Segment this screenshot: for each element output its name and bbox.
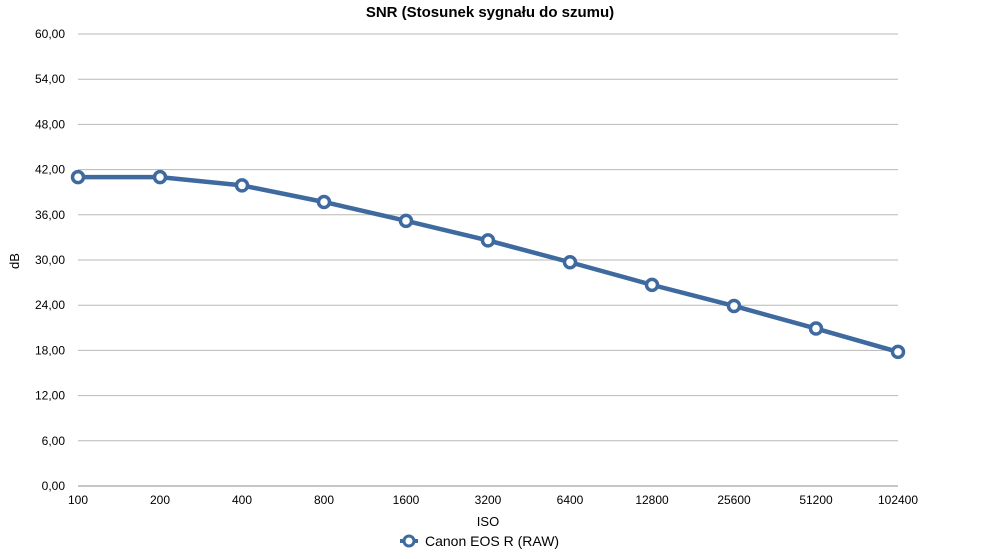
data-point	[808, 321, 824, 336]
data-point	[234, 178, 250, 193]
series-lines	[70, 169, 906, 360]
x-tick-label: 100	[68, 493, 88, 507]
y-tick-label: 12,00	[35, 389, 65, 403]
y-tick-label: 30,00	[35, 253, 65, 267]
data-point	[480, 233, 496, 248]
series-line	[75, 174, 901, 355]
y-tick-label: 24,00	[35, 298, 65, 312]
x-tick-label: 1600	[393, 493, 420, 507]
x-tick-label: 12800	[635, 493, 669, 507]
y-tick-label: 0,00	[42, 479, 66, 493]
y-axis-ticks: 0,00 6,00 12,00 18,00 24,00 30,00 36,00 42,00 48…	[35, 27, 65, 493]
legend-label: Canon EOS R (RAW)	[425, 533, 559, 549]
x-tick-label: 51200	[799, 493, 833, 507]
data-point	[152, 169, 168, 185]
data-point	[644, 277, 660, 293]
x-tick-label: 200	[150, 493, 170, 507]
x-tick-label: 400	[232, 493, 252, 507]
x-tick-label: 6400	[557, 493, 584, 507]
y-tick-label: 60,00	[35, 27, 65, 41]
y-axis-label: dB	[7, 253, 22, 269]
x-tick-label: 102400	[878, 493, 918, 507]
data-point	[726, 298, 742, 314]
y-tick-label: 18,00	[35, 343, 65, 357]
data-point	[562, 255, 578, 270]
data-point	[70, 169, 86, 185]
x-axis-label: ISO	[477, 514, 499, 529]
legend-marker	[402, 534, 416, 548]
y-tick-label: 36,00	[35, 208, 65, 222]
y-tick-label: 48,00	[35, 117, 65, 131]
y-tick-label: 6,00	[42, 434, 66, 448]
chart-title: SNR (Stosunek sygnału do szumu)	[366, 4, 614, 21]
x-tick-label: 25600	[717, 493, 751, 507]
y-tick-label: 54,00	[35, 72, 65, 86]
data-point	[316, 194, 332, 210]
x-tick-label: 800	[314, 493, 334, 507]
legend: Canon EOS R (RAW)	[400, 533, 559, 549]
y-tick-label: 42,00	[35, 163, 65, 177]
x-axis-ticks: 100 200 400 800 1600 3200 6400 12800 25600 51200 1…	[68, 493, 918, 507]
data-point	[890, 344, 906, 360]
x-tick-label: 3200	[475, 493, 502, 507]
data-point	[398, 213, 414, 229]
gridlines	[78, 33, 898, 487]
